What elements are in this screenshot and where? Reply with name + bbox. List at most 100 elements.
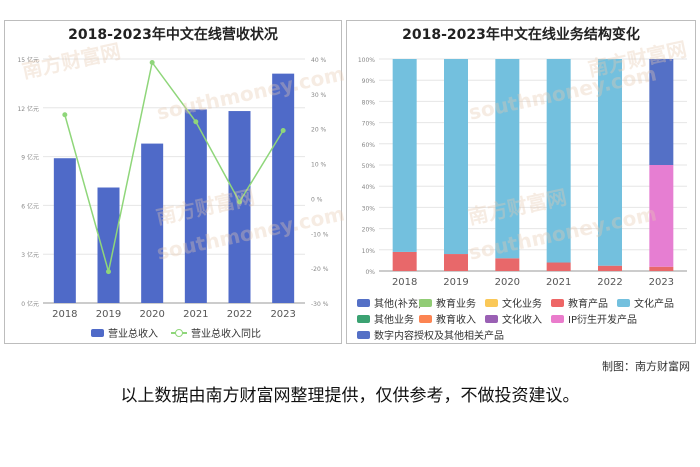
stacked-bar-segment bbox=[649, 165, 674, 267]
x-tick-label: 2020 bbox=[495, 277, 520, 288]
legend-label-revenue: 营业总收入 bbox=[108, 329, 158, 340]
y-tick-label-left: 6 亿元 bbox=[21, 202, 39, 210]
legend-label: 教育业务 bbox=[436, 299, 476, 310]
y-tick-label-right: 0 % bbox=[311, 196, 323, 203]
legend-swatch bbox=[419, 298, 432, 307]
legend-swatch-revenue bbox=[91, 328, 104, 337]
yoy-point bbox=[149, 59, 155, 65]
legend-swatch bbox=[485, 314, 498, 323]
stacked-bar-segment bbox=[546, 59, 571, 263]
legend-item[interactable]: IP衍生开发产品 bbox=[551, 311, 637, 326]
revenue-chart-title: 2018-2023年中文在线营收状况 bbox=[68, 27, 278, 43]
stacked-bar-segment bbox=[546, 262, 571, 271]
legend-item[interactable]: 教育业务 bbox=[419, 295, 476, 310]
legend-label: 其他业务 bbox=[374, 315, 414, 326]
y-tick-label: 100% bbox=[358, 57, 375, 64]
legend-label: 其他(补充) bbox=[374, 299, 422, 310]
business-chart-svg: 0% 10% 20% 30% 40% 50% 60% 70% 80% 90% 100% 2018 201… bbox=[358, 57, 687, 288]
x-tick-label: 2019 bbox=[443, 277, 468, 288]
bar bbox=[97, 187, 120, 303]
y-tick-label-left: 0 亿元 bbox=[21, 300, 39, 308]
legend-label: 教育收入 bbox=[436, 315, 476, 326]
stacked-bar-segment bbox=[444, 59, 468, 255]
bar bbox=[228, 111, 251, 303]
revenue-chart-svg: 0 亿元 3 亿元 6 亿元 9 亿元 12 亿元 15 亿元 -30 % -20 % -10 … bbox=[17, 56, 329, 320]
yoy-line bbox=[64, 60, 284, 272]
legend-label-revenue-yoy: 营业总收入同比 bbox=[191, 329, 261, 340]
stacked-bar-segment bbox=[598, 59, 622, 266]
legend-swatch bbox=[551, 314, 564, 323]
x-tick-label: 2023 bbox=[270, 309, 295, 320]
y-tick-label: 30% bbox=[362, 205, 376, 212]
x-tick-label: 2021 bbox=[546, 277, 571, 288]
legend-label: IP衍生开发产品 bbox=[568, 315, 637, 326]
bar bbox=[141, 143, 164, 303]
x-tick-label: 2019 bbox=[96, 309, 121, 320]
legend-swatch bbox=[551, 298, 564, 307]
y-tick-label-left: 3 亿元 bbox=[21, 251, 39, 259]
y-tick-label: 50% bbox=[362, 163, 376, 170]
x-tick-label: 2021 bbox=[183, 309, 208, 320]
legend-label: 文化业务 bbox=[502, 299, 542, 310]
revenue-chart-legend: 营业总收入 营业总收入同比 bbox=[5, 321, 343, 340]
legend-swatch bbox=[485, 298, 498, 307]
bar bbox=[53, 158, 76, 303]
stacked-bar-segment bbox=[649, 59, 674, 165]
legend-item-revenue-yoy[interactable]: 营业总收入同比 bbox=[171, 325, 261, 340]
legend-item-revenue[interactable]: 营业总收入 bbox=[91, 325, 158, 340]
y-tick-label-right: 30 % bbox=[311, 92, 327, 99]
legend-swatch-revenue-yoy bbox=[171, 328, 187, 338]
bar bbox=[272, 73, 295, 303]
business-chart-legend: 其他(补充) 教育业务 文化业务 教育产品 文化产品其他业务 教育收入 文化收入 IP衍生开发… bbox=[347, 291, 697, 345]
y-tick-label-left: 9 亿元 bbox=[21, 154, 39, 162]
stacked-bar-segment bbox=[392, 59, 417, 252]
x-tick-label: 2018 bbox=[392, 277, 417, 288]
y-tick-label: 60% bbox=[362, 142, 376, 149]
x-tick-label: 2022 bbox=[597, 277, 622, 288]
revenue-chart-panel: 2018-2023年中文在线营收状况 0 亿元 3 亿元 6 亿元 9 亿元 12 亿元… bbox=[4, 20, 347, 344]
legend-label: 数字内容授权及其他相关产品 bbox=[374, 331, 504, 342]
y-tick-label: 0% bbox=[365, 269, 375, 276]
y-tick-label: 10% bbox=[362, 248, 376, 255]
stacked-bar-segment bbox=[495, 59, 520, 259]
y-tick-label-right: -30 % bbox=[311, 301, 329, 308]
yoy-point bbox=[280, 127, 286, 133]
x-tick-label: 2020 bbox=[139, 309, 164, 320]
y-tick-label-left: 12 亿元 bbox=[17, 105, 39, 113]
y-tick-label-right: 10 % bbox=[311, 162, 327, 169]
y-tick-label: 20% bbox=[362, 227, 376, 234]
legend-swatch bbox=[617, 298, 630, 307]
y-tick-label-left: 15 亿元 bbox=[17, 56, 39, 64]
legend-item[interactable]: 教育产品 bbox=[551, 295, 608, 310]
legend-item[interactable]: 数字内容授权及其他相关产品 bbox=[357, 327, 504, 342]
y-tick-label-right: -10 % bbox=[311, 231, 329, 238]
legend-swatch bbox=[357, 330, 370, 339]
y-tick-label: 40% bbox=[362, 184, 376, 191]
business-chart-title: 2018-2023年中文在线业务结构变化 bbox=[402, 27, 640, 43]
stacked-bar-segment bbox=[649, 266, 674, 271]
stacked-bar-segment bbox=[392, 251, 417, 271]
y-tick-label: 70% bbox=[362, 121, 376, 128]
x-tick-label: 2023 bbox=[649, 277, 674, 288]
y-tick-label-right: 40 % bbox=[311, 57, 327, 64]
x-tick-label: 2018 bbox=[52, 309, 77, 320]
y-tick-label-right: 20 % bbox=[311, 127, 327, 134]
y-tick-label: 90% bbox=[362, 78, 376, 85]
chart-credit: 制图：南方财富网 bbox=[602, 360, 690, 373]
legend-swatch bbox=[357, 314, 370, 323]
stacked-bar-segment bbox=[495, 258, 520, 271]
legend-label: 文化收入 bbox=[502, 315, 542, 326]
legend-item[interactable]: 文化收入 bbox=[485, 311, 542, 326]
legend-swatch bbox=[357, 298, 370, 307]
yoy-point bbox=[237, 199, 242, 205]
legend-item[interactable]: 其他(补充) bbox=[357, 295, 422, 310]
legend-item[interactable]: 其他业务 bbox=[357, 311, 414, 326]
legend-item[interactable]: 教育收入 bbox=[419, 311, 476, 326]
yoy-point bbox=[193, 119, 199, 125]
legend-item[interactable]: 文化产品 bbox=[617, 295, 674, 310]
yoy-point bbox=[62, 112, 68, 118]
legend-item[interactable]: 文化业务 bbox=[485, 295, 542, 310]
legend-label: 教育产品 bbox=[568, 299, 608, 310]
business-structure-chart-panel: 2018-2023年中文在线业务结构变化 0% 10% 20% 30% 40% 50% 60… bbox=[346, 20, 696, 344]
y-tick-label-right: -20 % bbox=[311, 266, 329, 273]
